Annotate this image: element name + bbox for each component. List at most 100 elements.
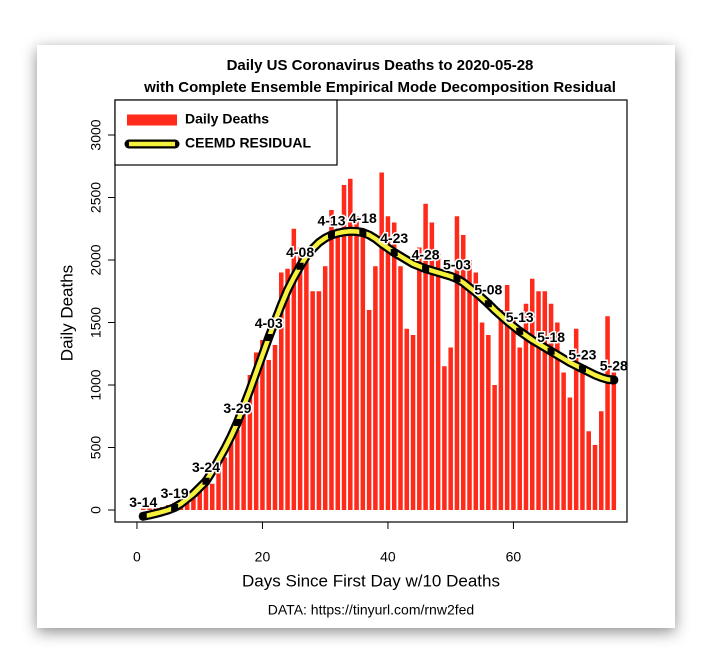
bar: [140, 508, 146, 510]
bar: [548, 303, 554, 510]
bar: [385, 216, 391, 510]
point-marker: [578, 365, 586, 373]
bar: [260, 340, 265, 510]
x-tick-label: 40: [380, 549, 396, 565]
point-marker: [265, 334, 273, 341]
bar: [448, 347, 453, 510]
point-marker: [453, 275, 461, 283]
y-tick-label: 1500: [88, 307, 104, 338]
bar: [203, 480, 209, 510]
bar: [272, 345, 278, 510]
point-label: 5-23: [568, 346, 596, 362]
bar: [398, 266, 403, 510]
bar: [410, 335, 416, 510]
point-marker: [296, 262, 304, 270]
y-tick-label: 1000: [88, 369, 104, 400]
bar: [498, 310, 504, 510]
bar: [147, 508, 152, 510]
caption: DATA: https://tinyurl.com/rnw2fed: [268, 602, 474, 618]
bar: [373, 266, 378, 510]
bar: [536, 291, 541, 510]
point-label: 5-28: [600, 358, 628, 374]
bar: [486, 335, 491, 510]
legend: Daily Deaths CEEMD RESIDUAL: [114, 99, 338, 166]
bar: [191, 495, 196, 510]
bar: [561, 372, 566, 510]
bar: [297, 247, 303, 510]
bar: [209, 483, 215, 510]
point-marker: [171, 504, 179, 511]
point-marker: [516, 327, 524, 335]
bar: [517, 347, 522, 510]
y-axis-label: Daily Deaths: [57, 265, 76, 361]
bar: [605, 316, 610, 510]
plot-frame: [114, 99, 628, 523]
point-label: 3-19: [161, 485, 189, 501]
bar: [473, 272, 479, 510]
bar: [266, 360, 271, 510]
bar: [360, 228, 366, 510]
bar: [329, 210, 334, 510]
bar: [529, 278, 535, 510]
chart-subtitle: with Complete Ensemble Empirical Mode De…: [143, 79, 616, 96]
bar: [366, 310, 372, 510]
bar: [417, 247, 422, 510]
point-label: 3-29: [223, 400, 251, 416]
bar: [348, 178, 353, 510]
x-tick-label: 0: [133, 549, 141, 565]
point-label: 5-03: [443, 256, 471, 272]
point-label: 3-24: [192, 459, 220, 475]
bar: [592, 445, 598, 510]
legend-box: [114, 99, 338, 166]
x-tick-label: 20: [255, 549, 271, 565]
bar: [580, 366, 585, 510]
point-marker: [327, 231, 335, 239]
bar: [379, 172, 384, 510]
legend-label: Daily Deaths: [185, 111, 269, 127]
bar: [523, 303, 529, 510]
point-label: 4-13: [317, 213, 345, 229]
bar: [247, 375, 253, 510]
bar: [404, 328, 410, 510]
bar: [504, 285, 510, 510]
bar: [423, 203, 428, 510]
point-label: 3-14: [129, 494, 157, 510]
y-tick-label: 2000: [88, 244, 104, 275]
bar: [573, 328, 579, 510]
bar: [442, 366, 447, 510]
bar: [435, 253, 441, 510]
point-marker: [547, 347, 555, 355]
x-axis-label: Days Since First Day w/10 Deaths: [242, 571, 500, 590]
bar: [235, 430, 240, 510]
point-label: 4-08: [286, 244, 314, 260]
point-marker: [202, 477, 210, 485]
x-tick-label: 60: [506, 549, 522, 565]
line: [142, 229, 615, 519]
bar: [586, 431, 591, 510]
bar: [460, 235, 466, 510]
bar: [611, 372, 617, 510]
bar: [316, 291, 322, 510]
bar: [228, 440, 234, 510]
bar: [391, 222, 397, 510]
point-marker: [484, 300, 492, 308]
bar: [354, 216, 359, 510]
bar: [216, 457, 221, 510]
bar: [241, 402, 246, 510]
bar: [454, 216, 460, 510]
bar: [511, 316, 516, 510]
bar: [279, 272, 284, 510]
y-tick-label: 2500: [88, 182, 104, 213]
bar: [492, 385, 497, 510]
point-label: 4-03: [255, 315, 283, 331]
bar: [304, 261, 309, 510]
point-label: 5-08: [474, 281, 502, 297]
point-label: 5-18: [537, 329, 565, 345]
point-marker: [422, 265, 430, 273]
bar: [322, 266, 328, 510]
bar: [479, 322, 485, 510]
bar: [467, 260, 472, 510]
point-label: 4-18: [349, 210, 377, 226]
